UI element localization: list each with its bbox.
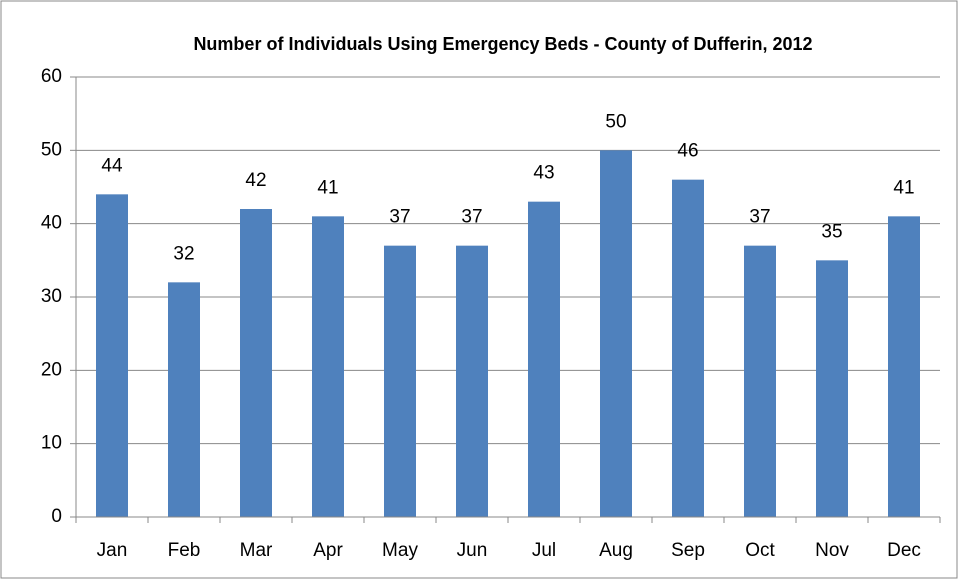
bar (744, 245, 776, 517)
data-label: 37 (749, 207, 770, 228)
bar (312, 216, 344, 518)
bar (528, 201, 560, 517)
bar (672, 179, 704, 517)
x-tick-label: Jun (457, 540, 488, 561)
bar (168, 282, 200, 517)
x-tick-label: Mar (240, 540, 273, 561)
data-label: 41 (317, 177, 338, 198)
y-tick-label: 0 (51, 506, 62, 527)
y-tick-label: 50 (41, 139, 62, 160)
x-tick-label: Nov (815, 540, 849, 561)
bar (600, 150, 632, 518)
x-tick-label: Aug (599, 540, 633, 561)
data-label: 37 (389, 207, 410, 228)
x-tick-label: Jan (97, 540, 128, 561)
data-label: 35 (821, 221, 842, 242)
x-tick-label: Jul (532, 540, 556, 561)
bar (816, 260, 848, 517)
x-tick-label: Apr (313, 540, 343, 561)
bar (456, 245, 488, 517)
bar (384, 245, 416, 517)
data-label: 46 (677, 141, 698, 162)
bar (888, 216, 920, 518)
x-tick-label: Sep (671, 540, 705, 561)
x-tick-label: Dec (887, 540, 921, 561)
data-label: 41 (893, 177, 914, 198)
y-tick-label: 40 (41, 213, 62, 234)
y-tick-label: 30 (41, 286, 62, 307)
x-tick-label: Oct (745, 540, 775, 561)
bar (240, 209, 272, 517)
data-label: 43 (533, 163, 554, 184)
chart-title: Number of Individuals Using Emergency Be… (193, 34, 812, 54)
y-tick-label: 10 (41, 433, 62, 454)
x-tick-label: May (382, 540, 418, 561)
data-label: 37 (461, 207, 482, 228)
bar (96, 194, 128, 518)
data-label: 50 (605, 111, 626, 132)
data-label: 32 (173, 243, 194, 264)
x-tick-label: Feb (168, 540, 201, 561)
data-label: 44 (101, 155, 123, 176)
y-tick-label: 60 (41, 66, 62, 87)
y-tick-label: 20 (41, 359, 62, 380)
data-label: 42 (245, 170, 266, 191)
